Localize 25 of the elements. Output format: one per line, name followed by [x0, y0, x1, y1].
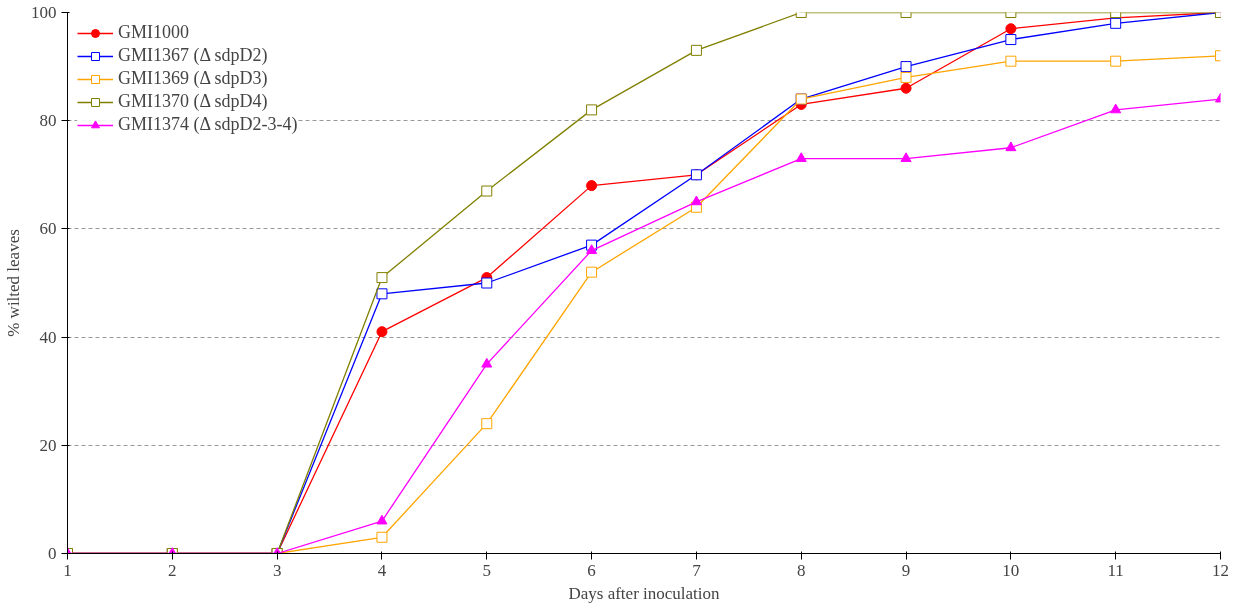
- legend-label: GMI1367 (Δ sdpD2): [118, 45, 268, 66]
- y-tick-label: 60: [39, 219, 57, 239]
- y-axis-title: % wilted leaves: [4, 229, 23, 337]
- x-tick-label: 4: [377, 560, 387, 580]
- x-tick-label: 5: [482, 560, 492, 580]
- x-tick-label: 6: [587, 560, 596, 580]
- x-tick-label: 1: [63, 560, 72, 580]
- x-tick-label: 7: [692, 560, 702, 580]
- legend-label: GMI1000: [118, 22, 189, 43]
- x-tick-label: 12: [1212, 560, 1229, 580]
- y-tick-label: 20: [39, 435, 57, 455]
- legend-label: GMI1370 (Δ sdpD4): [118, 91, 268, 112]
- legend-label: GMI1374 (Δ sdpD2-3-4): [118, 114, 298, 135]
- y-tick-label: 40: [39, 327, 57, 347]
- x-tick-label: 8: [796, 560, 806, 580]
- x-tick-label: 9: [901, 560, 911, 580]
- legend-label: GMI1369 (Δ sdpD3): [118, 68, 268, 89]
- y-tick-label: 100: [31, 3, 57, 22]
- x-axis-title: Days after inoculation: [568, 583, 721, 603]
- y-tick-label: 80: [39, 111, 57, 131]
- x-tick-label: 11: [1107, 560, 1124, 580]
- y-tick-label: 0: [48, 544, 57, 563]
- x-tick-label: 3: [272, 560, 282, 580]
- x-tick-label: 10: [1002, 560, 1020, 580]
- x-tick-label: 2: [168, 560, 177, 580]
